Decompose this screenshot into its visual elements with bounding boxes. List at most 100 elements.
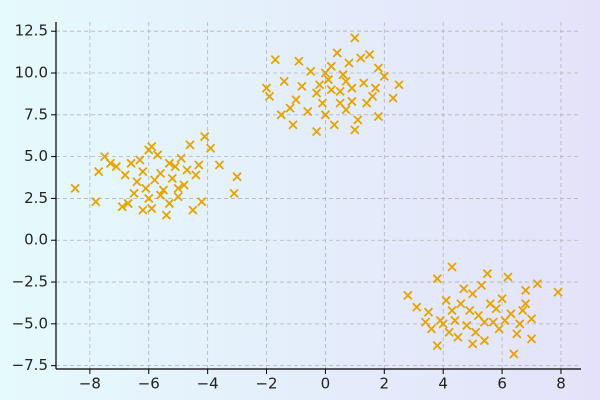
- x-tick-label: −4: [197, 375, 219, 393]
- point: [500, 315, 510, 326]
- point: [488, 317, 498, 327]
- point: [453, 332, 463, 342]
- y-tick-label: 5.0: [24, 147, 48, 165]
- y-tick-label: 10.0: [15, 64, 48, 82]
- point: [117, 202, 127, 212]
- point: [335, 98, 345, 108]
- point: [479, 335, 490, 346]
- point: [388, 93, 398, 103]
- point: [138, 205, 148, 215]
- point: [450, 315, 460, 326]
- point: [362, 98, 372, 108]
- x-tick-label: −2: [255, 375, 277, 393]
- point: [468, 289, 478, 299]
- point: [515, 319, 525, 329]
- point: [167, 173, 177, 183]
- point: [179, 180, 189, 190]
- point: [191, 170, 201, 180]
- point: [314, 80, 325, 90]
- point: [132, 177, 142, 187]
- point: [173, 183, 183, 194]
- point: [144, 193, 154, 204]
- point: [353, 115, 363, 125]
- point: [320, 110, 331, 120]
- point: [176, 153, 186, 163]
- y-tick-label: −7.5: [12, 356, 48, 374]
- point: [135, 155, 145, 165]
- point: [311, 126, 322, 137]
- point: [147, 203, 157, 214]
- point: [164, 198, 174, 209]
- point: [138, 167, 148, 177]
- point: [468, 339, 478, 349]
- point: [347, 96, 357, 107]
- point: [188, 205, 198, 215]
- x-tick-label: 4: [438, 375, 448, 393]
- point: [459, 284, 469, 294]
- y-tick-label: 2.5: [24, 189, 48, 207]
- point: [526, 334, 537, 344]
- point: [155, 168, 166, 178]
- point: [311, 88, 322, 98]
- point: [197, 197, 207, 207]
- point: [270, 54, 280, 65]
- y-tick-label: 7.5: [24, 105, 48, 123]
- point: [294, 56, 304, 66]
- point: [482, 269, 493, 279]
- point: [503, 272, 513, 282]
- point: [279, 76, 289, 87]
- x-tick-label: −8: [79, 375, 101, 393]
- point: [335, 86, 345, 97]
- point: [70, 183, 80, 194]
- point: [152, 150, 163, 160]
- point: [470, 327, 481, 337]
- point: [329, 120, 339, 130]
- point: [297, 81, 307, 92]
- point: [532, 279, 543, 289]
- y-tick-label: 0.0: [24, 231, 48, 249]
- point: [147, 141, 157, 152]
- point: [276, 110, 286, 120]
- point: [306, 66, 316, 76]
- point: [164, 158, 174, 168]
- point: [373, 111, 384, 122]
- point: [205, 143, 216, 153]
- point: [553, 287, 563, 297]
- point: [394, 80, 404, 90]
- point: [332, 48, 342, 58]
- point: [364, 49, 375, 60]
- point: [465, 305, 475, 316]
- point: [476, 280, 487, 291]
- point: [509, 349, 519, 359]
- point: [350, 125, 360, 135]
- point: [129, 188, 139, 199]
- point: [232, 172, 242, 182]
- point: [317, 98, 328, 108]
- point: [444, 327, 454, 337]
- x-tick-label: −6: [138, 375, 160, 393]
- point: [521, 285, 531, 296]
- point: [261, 83, 272, 93]
- point: [420, 317, 431, 327]
- point: [462, 320, 472, 331]
- point: [412, 302, 422, 312]
- point: [303, 106, 313, 117]
- point: [320, 68, 331, 78]
- x-tick-label: 0: [321, 375, 331, 393]
- point: [200, 131, 210, 142]
- point: [214, 160, 225, 170]
- point: [161, 210, 172, 220]
- point: [491, 304, 501, 314]
- point: [350, 33, 360, 43]
- point: [438, 319, 448, 329]
- point: [356, 53, 366, 63]
- point: [126, 158, 136, 168]
- point: [526, 314, 537, 324]
- point: [326, 85, 336, 95]
- point: [456, 299, 466, 309]
- point: [341, 76, 351, 87]
- point: [447, 305, 457, 316]
- point: [432, 340, 442, 351]
- point: [158, 185, 169, 195]
